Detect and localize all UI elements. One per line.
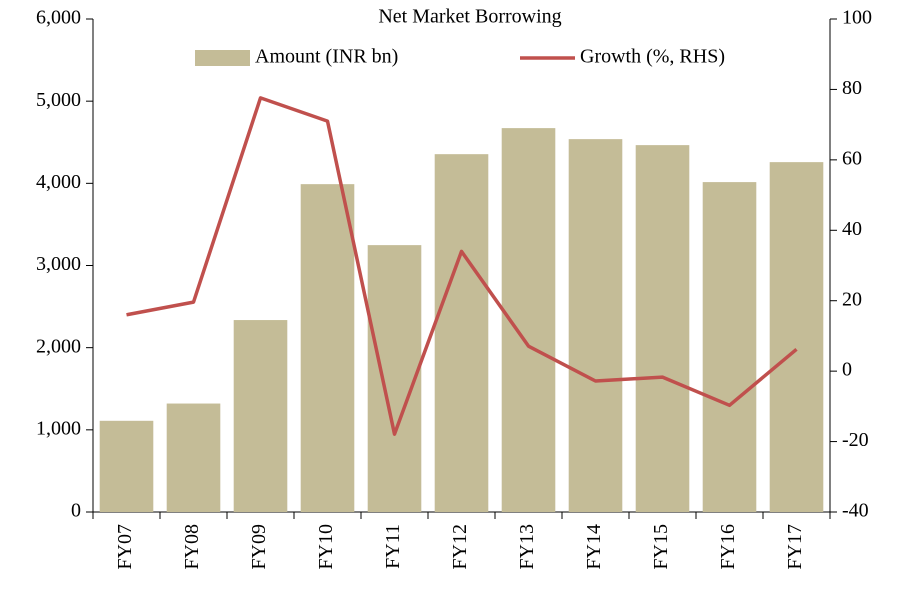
y2-tick-label: 0 bbox=[842, 359, 852, 381]
x-tick-label: FY07 bbox=[114, 524, 136, 570]
bar bbox=[367, 245, 422, 512]
legend-label: Amount (INR bn) bbox=[255, 46, 398, 68]
y-tick-label: 3,000 bbox=[36, 253, 81, 275]
x-tick-label: FY09 bbox=[248, 524, 270, 570]
y2-tick-label: 40 bbox=[842, 218, 862, 240]
y2-tick-label: 60 bbox=[842, 147, 862, 169]
bar bbox=[434, 154, 489, 512]
y-tick-label: 4,000 bbox=[36, 171, 81, 193]
bar bbox=[769, 162, 824, 512]
bar bbox=[568, 139, 623, 512]
legend-label: Growth (%, RHS) bbox=[580, 46, 725, 68]
chart-title: Net Market Borrowing bbox=[378, 6, 561, 28]
y-tick-label: 6,000 bbox=[36, 7, 81, 29]
y-tick-label: 2,000 bbox=[36, 335, 81, 357]
y2-tick-label: 100 bbox=[842, 7, 872, 29]
y-tick-label: 1,000 bbox=[36, 417, 81, 439]
line bbox=[126, 96, 798, 436]
bar bbox=[300, 184, 355, 512]
y2-tick-label: -20 bbox=[842, 429, 869, 451]
x-tick-label: FY14 bbox=[583, 524, 605, 570]
bar bbox=[233, 320, 288, 512]
y-tick-label: 0 bbox=[71, 500, 81, 522]
x-tick-label: FY12 bbox=[449, 524, 471, 570]
y-tick-label: 5,000 bbox=[36, 89, 81, 111]
bar bbox=[166, 403, 221, 512]
y2-tick-label: -40 bbox=[842, 500, 869, 522]
x-tick-label: FY17 bbox=[784, 524, 806, 570]
legend-swatch bbox=[195, 50, 250, 66]
x-tick-label: FY13 bbox=[516, 524, 538, 570]
bar bbox=[702, 182, 757, 512]
x-tick-label: FY11 bbox=[382, 524, 404, 569]
bar bbox=[635, 145, 690, 512]
x-tick-label: FY15 bbox=[650, 524, 672, 570]
y2-tick-label: 80 bbox=[842, 77, 862, 99]
y2-tick-label: 20 bbox=[842, 288, 862, 310]
x-tick-label: FY08 bbox=[181, 524, 203, 570]
x-tick-label: FY16 bbox=[717, 524, 739, 570]
bar bbox=[99, 420, 154, 512]
x-tick-label: FY10 bbox=[315, 524, 337, 570]
